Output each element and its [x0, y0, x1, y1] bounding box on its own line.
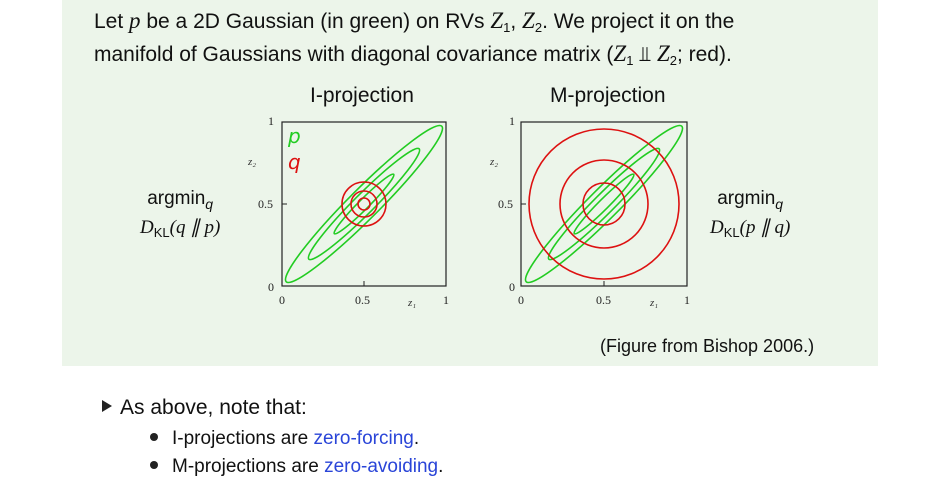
m-tick-x05: 0.5	[596, 293, 611, 307]
m-tick-y0: 0	[509, 280, 515, 294]
red-contours	[341, 181, 387, 227]
p-contour-middle	[307, 147, 421, 261]
q-contour-inner	[582, 182, 626, 226]
q-contour-middle	[559, 159, 649, 249]
m-projection-objective: argminq DKL(p ∥ q)	[710, 188, 791, 240]
plot-frame	[281, 121, 447, 287]
q-contour-middle	[350, 190, 378, 218]
p-contour-outer	[284, 124, 444, 284]
figure-panel	[62, 0, 878, 366]
p-contour-outer	[524, 124, 684, 284]
i-tick-y1: 1	[268, 114, 274, 128]
bullet-dot-icon	[150, 461, 158, 469]
m-tick-y1: 1	[509, 114, 515, 128]
intro-line-2: manifold of Gaussians with diagonal cova…	[94, 41, 732, 68]
m-axis-x-label: z₁	[650, 297, 659, 309]
m-tick-x0: 0	[518, 293, 524, 307]
q-contour-outer	[528, 128, 680, 280]
m-axis-y-label: z₂	[490, 156, 499, 168]
i-projection-plot	[281, 121, 447, 287]
legend-q: q	[288, 150, 301, 174]
triangle-bullet-icon	[102, 400, 112, 412]
m-tick-x1: 1	[684, 293, 690, 307]
q-contour-inner	[357, 197, 371, 211]
list-item: I-projections are zero-forcing.	[150, 428, 419, 450]
i-tick-x05: 0.5	[355, 293, 370, 307]
figure-credit: (Figure from Bishop 2006.)	[600, 336, 815, 356]
p-contour-middle	[547, 147, 661, 261]
notes-heading: As above, note that:	[102, 396, 307, 420]
m-projection-title: M-projection	[550, 84, 666, 107]
i-tick-y05: 0.5	[258, 197, 273, 211]
i-tick-y0: 0	[268, 280, 274, 294]
list-item: M-projections are zero-avoiding.	[150, 456, 443, 478]
legend-p: p	[288, 124, 301, 148]
bullet-dot-icon	[150, 433, 158, 441]
green-contours	[524, 124, 684, 284]
i-tick-x1: 1	[443, 293, 449, 307]
m-tick-y05: 0.5	[498, 197, 513, 211]
plot-frame	[520, 121, 688, 287]
m-projection-plot	[520, 121, 688, 287]
green-contours	[284, 124, 444, 284]
i-projection-objective: argminq DKL(q ∥ p)	[140, 188, 221, 240]
i-projection-title: I-projection	[310, 84, 414, 107]
intro-line-1: Let p be a 2D Gaussian (in green) on RVs…	[94, 8, 735, 35]
i-axis-x-label: z₁	[408, 297, 417, 309]
red-contours	[528, 128, 680, 280]
i-tick-x0: 0	[279, 293, 285, 307]
i-axis-y-label: z₂	[248, 156, 257, 168]
q-contour-outer	[341, 181, 387, 227]
p-contour-inner	[333, 173, 395, 235]
p-contour-inner	[573, 173, 635, 235]
